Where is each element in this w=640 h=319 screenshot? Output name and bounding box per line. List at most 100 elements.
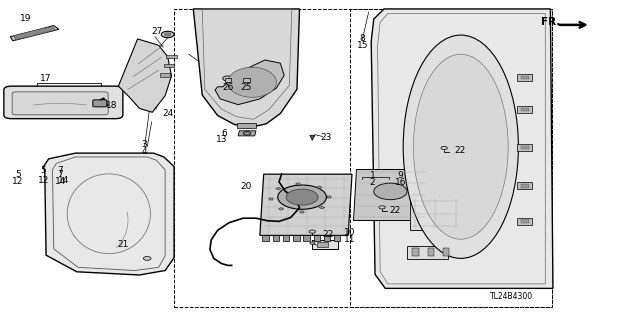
Bar <box>269 198 273 200</box>
Circle shape <box>243 131 251 135</box>
Circle shape <box>164 33 171 36</box>
Text: 19: 19 <box>20 14 31 23</box>
Polygon shape <box>260 174 352 235</box>
Bar <box>276 187 281 190</box>
Circle shape <box>241 76 252 81</box>
Bar <box>293 235 300 241</box>
Bar <box>166 55 177 58</box>
Text: 22: 22 <box>454 146 465 155</box>
Text: 11: 11 <box>344 235 356 244</box>
Bar <box>237 123 256 128</box>
Text: 24: 24 <box>163 109 174 118</box>
Bar <box>443 248 449 256</box>
Polygon shape <box>371 9 553 288</box>
Bar <box>521 146 529 149</box>
Bar <box>319 206 324 209</box>
Polygon shape <box>10 26 59 41</box>
Polygon shape <box>312 240 338 249</box>
Polygon shape <box>310 135 315 140</box>
Text: FR.: FR. <box>541 17 561 27</box>
Polygon shape <box>14 26 55 40</box>
Bar <box>327 196 331 198</box>
Bar <box>262 235 269 241</box>
Bar <box>517 74 532 81</box>
Text: 22: 22 <box>389 206 401 215</box>
Text: 15: 15 <box>356 41 368 50</box>
Polygon shape <box>215 60 284 105</box>
Text: 1: 1 <box>370 171 375 180</box>
Bar <box>521 184 529 188</box>
Text: 9: 9 <box>398 171 403 180</box>
Text: 4: 4 <box>142 147 147 156</box>
Text: 10: 10 <box>344 228 356 237</box>
Polygon shape <box>118 39 172 112</box>
Text: 7: 7 <box>58 170 63 179</box>
Bar <box>314 235 320 241</box>
Text: TL24B4300: TL24B4300 <box>490 292 534 300</box>
Circle shape <box>161 31 174 38</box>
Circle shape <box>379 206 385 209</box>
Text: 20: 20 <box>241 182 252 191</box>
Bar <box>296 183 300 185</box>
Circle shape <box>374 183 407 200</box>
Text: 27: 27 <box>152 27 163 36</box>
FancyBboxPatch shape <box>12 92 108 115</box>
Ellipse shape <box>413 54 508 239</box>
Polygon shape <box>353 169 428 220</box>
Bar <box>160 73 170 77</box>
Text: 12: 12 <box>12 177 24 186</box>
Bar <box>317 242 328 247</box>
Circle shape <box>441 146 447 150</box>
Polygon shape <box>193 9 300 128</box>
Polygon shape <box>44 153 174 275</box>
Bar <box>517 182 532 189</box>
Text: 21: 21 <box>117 241 129 249</box>
Circle shape <box>286 189 318 205</box>
Bar <box>517 144 532 151</box>
Bar <box>303 235 310 241</box>
Bar <box>428 248 434 256</box>
Bar <box>521 219 529 223</box>
Polygon shape <box>410 198 461 230</box>
Bar <box>316 186 322 189</box>
Bar <box>324 235 330 241</box>
Circle shape <box>310 242 315 244</box>
Bar <box>300 211 304 213</box>
Ellipse shape <box>228 67 276 97</box>
Text: 22: 22 <box>322 230 333 239</box>
Bar <box>283 235 289 241</box>
Polygon shape <box>407 246 448 259</box>
Bar <box>334 235 340 241</box>
Text: 6: 6 <box>221 129 227 138</box>
Bar <box>225 78 231 82</box>
Text: 5
12: 5 12 <box>38 166 49 185</box>
Text: 16: 16 <box>395 178 406 187</box>
Circle shape <box>143 256 151 260</box>
Text: 7
14: 7 14 <box>58 166 69 185</box>
Circle shape <box>223 76 233 81</box>
Bar <box>517 106 532 113</box>
Bar <box>243 78 250 82</box>
Text: 23: 23 <box>321 133 332 142</box>
Bar <box>164 64 174 67</box>
Bar <box>273 235 279 241</box>
Text: 5: 5 <box>15 170 20 179</box>
Polygon shape <box>238 131 256 136</box>
Text: 14: 14 <box>54 177 66 186</box>
Text: 26: 26 <box>222 83 234 92</box>
Text: 17: 17 <box>40 74 52 83</box>
Bar <box>517 218 532 225</box>
Text: 8: 8 <box>360 34 365 43</box>
Circle shape <box>309 230 316 233</box>
Text: 18: 18 <box>106 101 118 110</box>
FancyBboxPatch shape <box>4 86 123 119</box>
Circle shape <box>278 185 326 209</box>
Bar <box>278 208 284 210</box>
Text: 3: 3 <box>142 140 147 149</box>
Ellipse shape <box>403 35 518 258</box>
Bar <box>521 108 529 111</box>
FancyBboxPatch shape <box>93 100 107 107</box>
Text: 2: 2 <box>370 178 375 187</box>
Bar <box>521 76 529 79</box>
Text: 13: 13 <box>216 135 227 144</box>
